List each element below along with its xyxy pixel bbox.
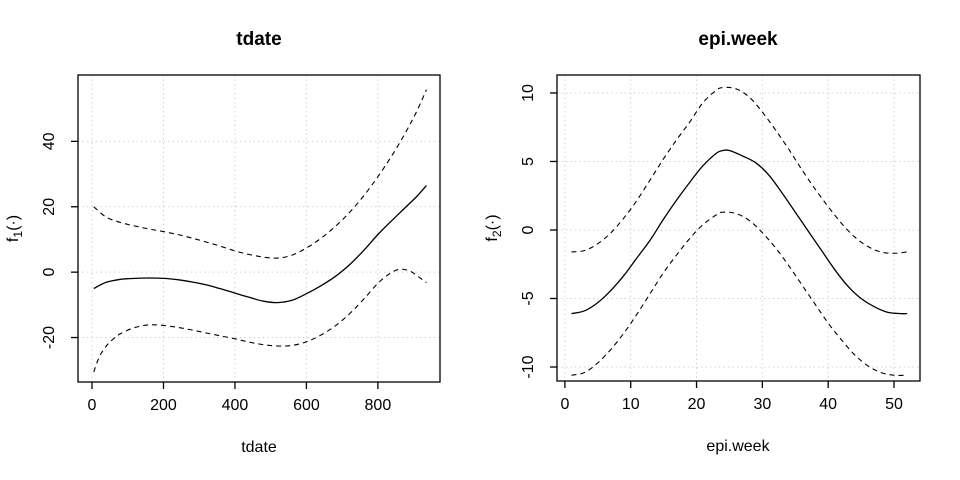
- panel-tdate: tdate tdate 0 200 400 600 800 -20 0 20 40 f1(·): [5, 29, 441, 456]
- plot-box: [77, 74, 441, 383]
- x-tick-label: 0: [560, 396, 569, 413]
- y-axis-title: f2(·): [484, 214, 504, 241]
- x-tick-label: 50: [885, 396, 903, 413]
- fit-curve: [571, 149, 908, 315]
- y-tick-label: -20: [41, 326, 58, 349]
- panel-title-epiweek: epi.week: [698, 29, 778, 50]
- plot-box: [556, 74, 921, 382]
- axis-ticks: 0 200 400 600 800 -20 0 20 40: [41, 132, 391, 414]
- y-tick-label: 0: [520, 225, 537, 234]
- gridlines: [557, 75, 920, 381]
- x-tick-label: 20: [688, 396, 706, 413]
- x-tick-label: 0: [88, 397, 97, 414]
- y-tick-label: 40: [41, 132, 58, 150]
- plot-area-tdate: 0 200 400 600 800 -20 0 20 40 f1(·): [5, 74, 441, 414]
- plot-area-epiweek: 0 10 20 30 40 50 -10 -5 0 5 10 f2(·): [484, 74, 921, 413]
- lower-ci-curve: [571, 211, 908, 376]
- fit-curve: [93, 185, 427, 304]
- x-tick-label: 800: [365, 397, 392, 414]
- y-axis-title: f1(·): [5, 215, 25, 242]
- y-tick-label: 5: [520, 157, 537, 166]
- upper-ci-curve: [571, 86, 908, 254]
- gridlines: [78, 75, 440, 382]
- lower-ci-curve: [93, 268, 427, 373]
- y-tick-label: -5: [520, 291, 537, 305]
- axis-ticks: 0 10 20 30 40 50 -10 -5 0 5 10: [520, 84, 903, 413]
- panel-title-tdate: tdate: [236, 29, 281, 50]
- upper-ci-curve: [93, 89, 427, 259]
- x-tick-label: 40: [819, 396, 837, 413]
- x-tick-label: 600: [293, 397, 320, 414]
- x-tick-label: 200: [150, 397, 177, 414]
- y-tick-label: 20: [41, 198, 58, 216]
- y-tick-label: -10: [520, 355, 537, 378]
- panel-epiweek: epi.week epi.week 0 10 20 30 40 50 -10 -5 0 5 10 f2…: [484, 29, 921, 455]
- x-tick-label: 10: [622, 396, 640, 413]
- y-tick-label: 0: [41, 268, 58, 277]
- x-axis-title-epiweek: epi.week: [706, 438, 770, 455]
- x-tick-label: 30: [753, 396, 771, 413]
- y-tick-label: 10: [520, 84, 537, 102]
- x-axis-title-tdate: tdate: [241, 439, 277, 456]
- x-tick-label: 400: [222, 397, 249, 414]
